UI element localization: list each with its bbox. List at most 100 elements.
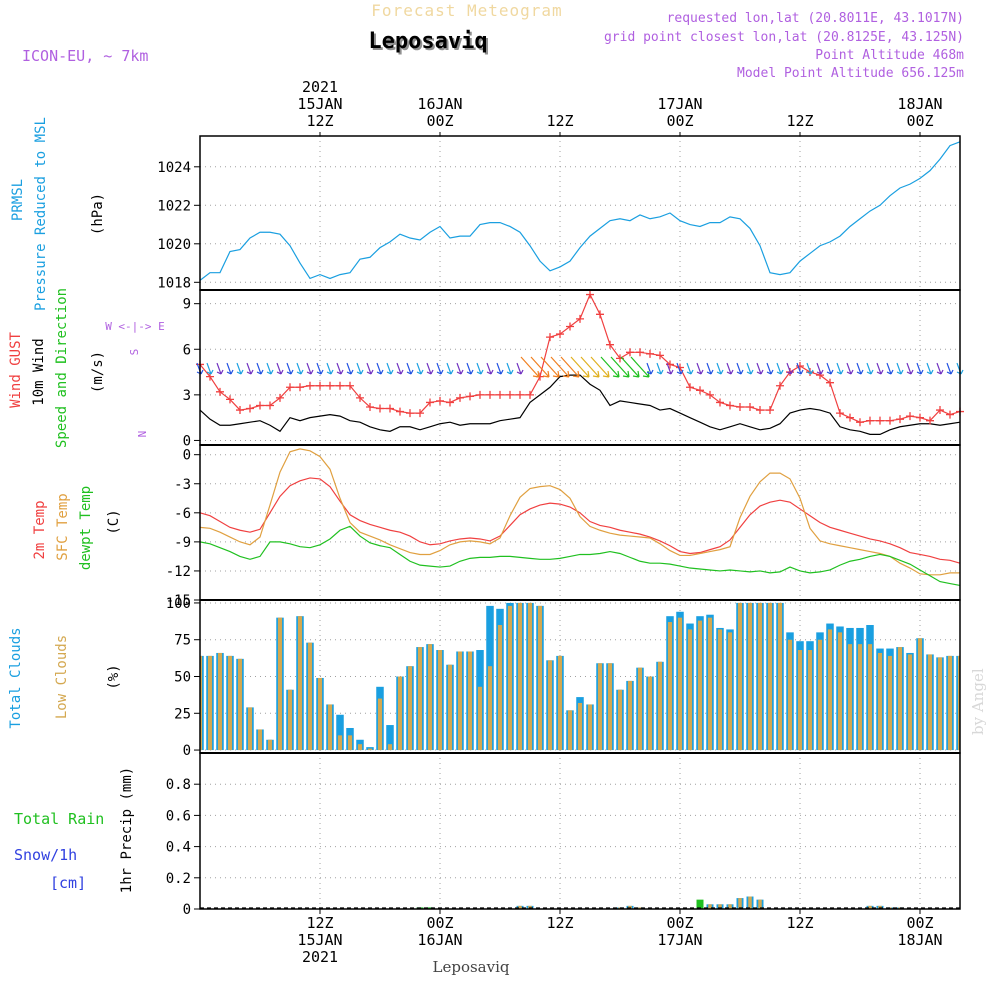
panel-temperature: -15 -12 -9 -6 -3 0 2m Temp SFC Temp dewpt Temp (C… bbox=[32, 445, 961, 609]
wind-direction-arrow bbox=[936, 362, 944, 375]
precip-rain-bar bbox=[426, 907, 434, 909]
bottom-time-axis: 12Z 15JAN 2021 00Z 16JAN 12Z 00Z 17JAN 12Z 00Z 18J… bbox=[297, 909, 943, 966]
gust-marker bbox=[496, 390, 504, 399]
panels: 1018 1020 1022 1024 PRMSL Pressure Reduced to… bbox=[8, 117, 964, 918]
low-cloud-bar bbox=[267, 739, 273, 751]
low-cloud-bar bbox=[247, 707, 253, 751]
gust-marker bbox=[416, 409, 424, 418]
low-cloud-bar bbox=[897, 647, 903, 751]
precip-inner-bar bbox=[718, 904, 722, 909]
wind-direction-arrow bbox=[866, 362, 874, 375]
wind-direction-arrow bbox=[570, 356, 590, 378]
legend-snow: Snow/1h bbox=[14, 846, 77, 864]
gust-marker bbox=[386, 404, 394, 413]
low-cloud-bar bbox=[687, 629, 693, 751]
ylabel-dewpt-temp: dewpt Temp bbox=[78, 486, 94, 570]
low-cloud-bar bbox=[577, 702, 583, 751]
low-cloud-bar bbox=[537, 605, 543, 751]
wind-direction-arrow bbox=[610, 356, 630, 378]
wind-direction-arrow bbox=[216, 362, 224, 375]
gust-marker bbox=[896, 415, 904, 424]
wind-direction-arrow bbox=[916, 362, 924, 375]
low-cloud-bar bbox=[907, 654, 913, 751]
wind-direction-arrow bbox=[676, 362, 684, 375]
gust-marker bbox=[706, 390, 714, 399]
gust-marker bbox=[906, 412, 914, 421]
low-cloud-bar bbox=[217, 652, 223, 751]
series-10m-wind-line bbox=[199, 374, 961, 435]
low-cloud-bar bbox=[837, 632, 843, 751]
gust-marker bbox=[566, 322, 574, 331]
low-cloud-bar bbox=[367, 748, 373, 751]
top-time-axis: 2021 15JAN 12Z 16JAN 00Z 12Z 17JAN 00Z 12Z 18JAN 0… bbox=[297, 78, 943, 136]
gust-marker bbox=[726, 401, 734, 410]
wind-direction-arrow bbox=[716, 362, 724, 375]
low-cloud-bar bbox=[817, 639, 823, 751]
gust-marker bbox=[626, 348, 634, 357]
low-cloud-bar bbox=[517, 602, 523, 751]
wind-direction-arrow bbox=[600, 356, 620, 378]
low-cloud-bar bbox=[617, 689, 623, 751]
gust-marker bbox=[586, 290, 594, 299]
series-dewpt-line bbox=[199, 525, 961, 587]
wind-direction-arrow bbox=[416, 362, 424, 375]
low-cloud-bar bbox=[877, 652, 883, 751]
product-title: Forecast Meteogram bbox=[371, 1, 562, 20]
gust-marker bbox=[436, 396, 444, 405]
series-prmsl-line bbox=[199, 141, 961, 281]
wind-direction-arrow bbox=[446, 362, 454, 375]
wind-direction-arrow bbox=[756, 362, 764, 375]
ytick-label-pressure: 1020 bbox=[157, 237, 191, 253]
low-cloud-bar bbox=[297, 616, 303, 751]
low-cloud-bar bbox=[787, 639, 793, 751]
wind-direction-arrow bbox=[506, 362, 514, 375]
wind-direction-arrow bbox=[456, 362, 464, 375]
wind-direction-arrow bbox=[590, 356, 610, 378]
gust-marker bbox=[346, 381, 354, 390]
wind-direction-arrow bbox=[376, 362, 384, 375]
low-cloud-bar bbox=[867, 644, 873, 751]
low-cloud-bar bbox=[377, 698, 383, 751]
footer-location: Leposaviq bbox=[433, 958, 510, 976]
compass-west-east: W <-|-> E bbox=[105, 320, 165, 333]
ylabel-prmsl: PRMSL bbox=[10, 179, 26, 221]
low-cloud-bar bbox=[667, 622, 673, 751]
ytick-label-wind: 3 bbox=[183, 388, 191, 404]
low-cloud-bar bbox=[947, 655, 953, 751]
ytick-label-temperature: -12 bbox=[166, 564, 191, 580]
low-cloud-bar bbox=[307, 642, 313, 751]
ytick-label-clouds: 75 bbox=[174, 633, 191, 649]
low-cloud-bar bbox=[757, 602, 763, 751]
gust-marker bbox=[736, 403, 744, 412]
wind-direction-arrow bbox=[906, 362, 914, 375]
wind-direction-arrow bbox=[246, 362, 254, 375]
low-cloud-bar bbox=[627, 680, 633, 751]
wind-direction-arrow bbox=[486, 362, 494, 375]
wind-direction-arrow bbox=[550, 356, 570, 378]
series-2m-temp-line bbox=[199, 477, 961, 564]
gust-marker bbox=[836, 409, 844, 418]
gust-marker bbox=[356, 393, 364, 402]
ytick-label-pressure: 1024 bbox=[157, 160, 191, 176]
ylabel-2m-temp: 2m Temp bbox=[32, 500, 48, 559]
gust-marker bbox=[426, 398, 434, 407]
panel-wind: 0 3 6 9 Wind GUST 10m Wind Speed and Direction… bbox=[8, 288, 964, 449]
location-title: Leposaviq bbox=[368, 29, 487, 54]
wind-direction-arrow bbox=[766, 362, 774, 375]
gust-marker bbox=[826, 378, 834, 387]
wind-direction-arrow bbox=[326, 362, 334, 375]
wind-direction-arrow bbox=[520, 356, 540, 378]
top-tick-label: 16JAN 00Z bbox=[417, 95, 462, 130]
low-cloud-bar bbox=[567, 710, 573, 751]
low-cloud-bar bbox=[407, 666, 413, 751]
low-cloud-bar bbox=[347, 735, 353, 751]
wind-direction-arrow bbox=[666, 362, 674, 375]
ylabel-speed-direction: Speed and Direction bbox=[54, 288, 70, 448]
gust-marker bbox=[576, 314, 584, 323]
gust-marker bbox=[886, 416, 894, 425]
location-title-shadow: Leposaviq bbox=[370, 31, 489, 56]
wind-direction-arrow bbox=[306, 362, 314, 375]
gust-marker bbox=[946, 410, 954, 419]
ytick-label-precip: 0.8 bbox=[166, 777, 191, 793]
wind-direction-arrow bbox=[466, 362, 474, 375]
